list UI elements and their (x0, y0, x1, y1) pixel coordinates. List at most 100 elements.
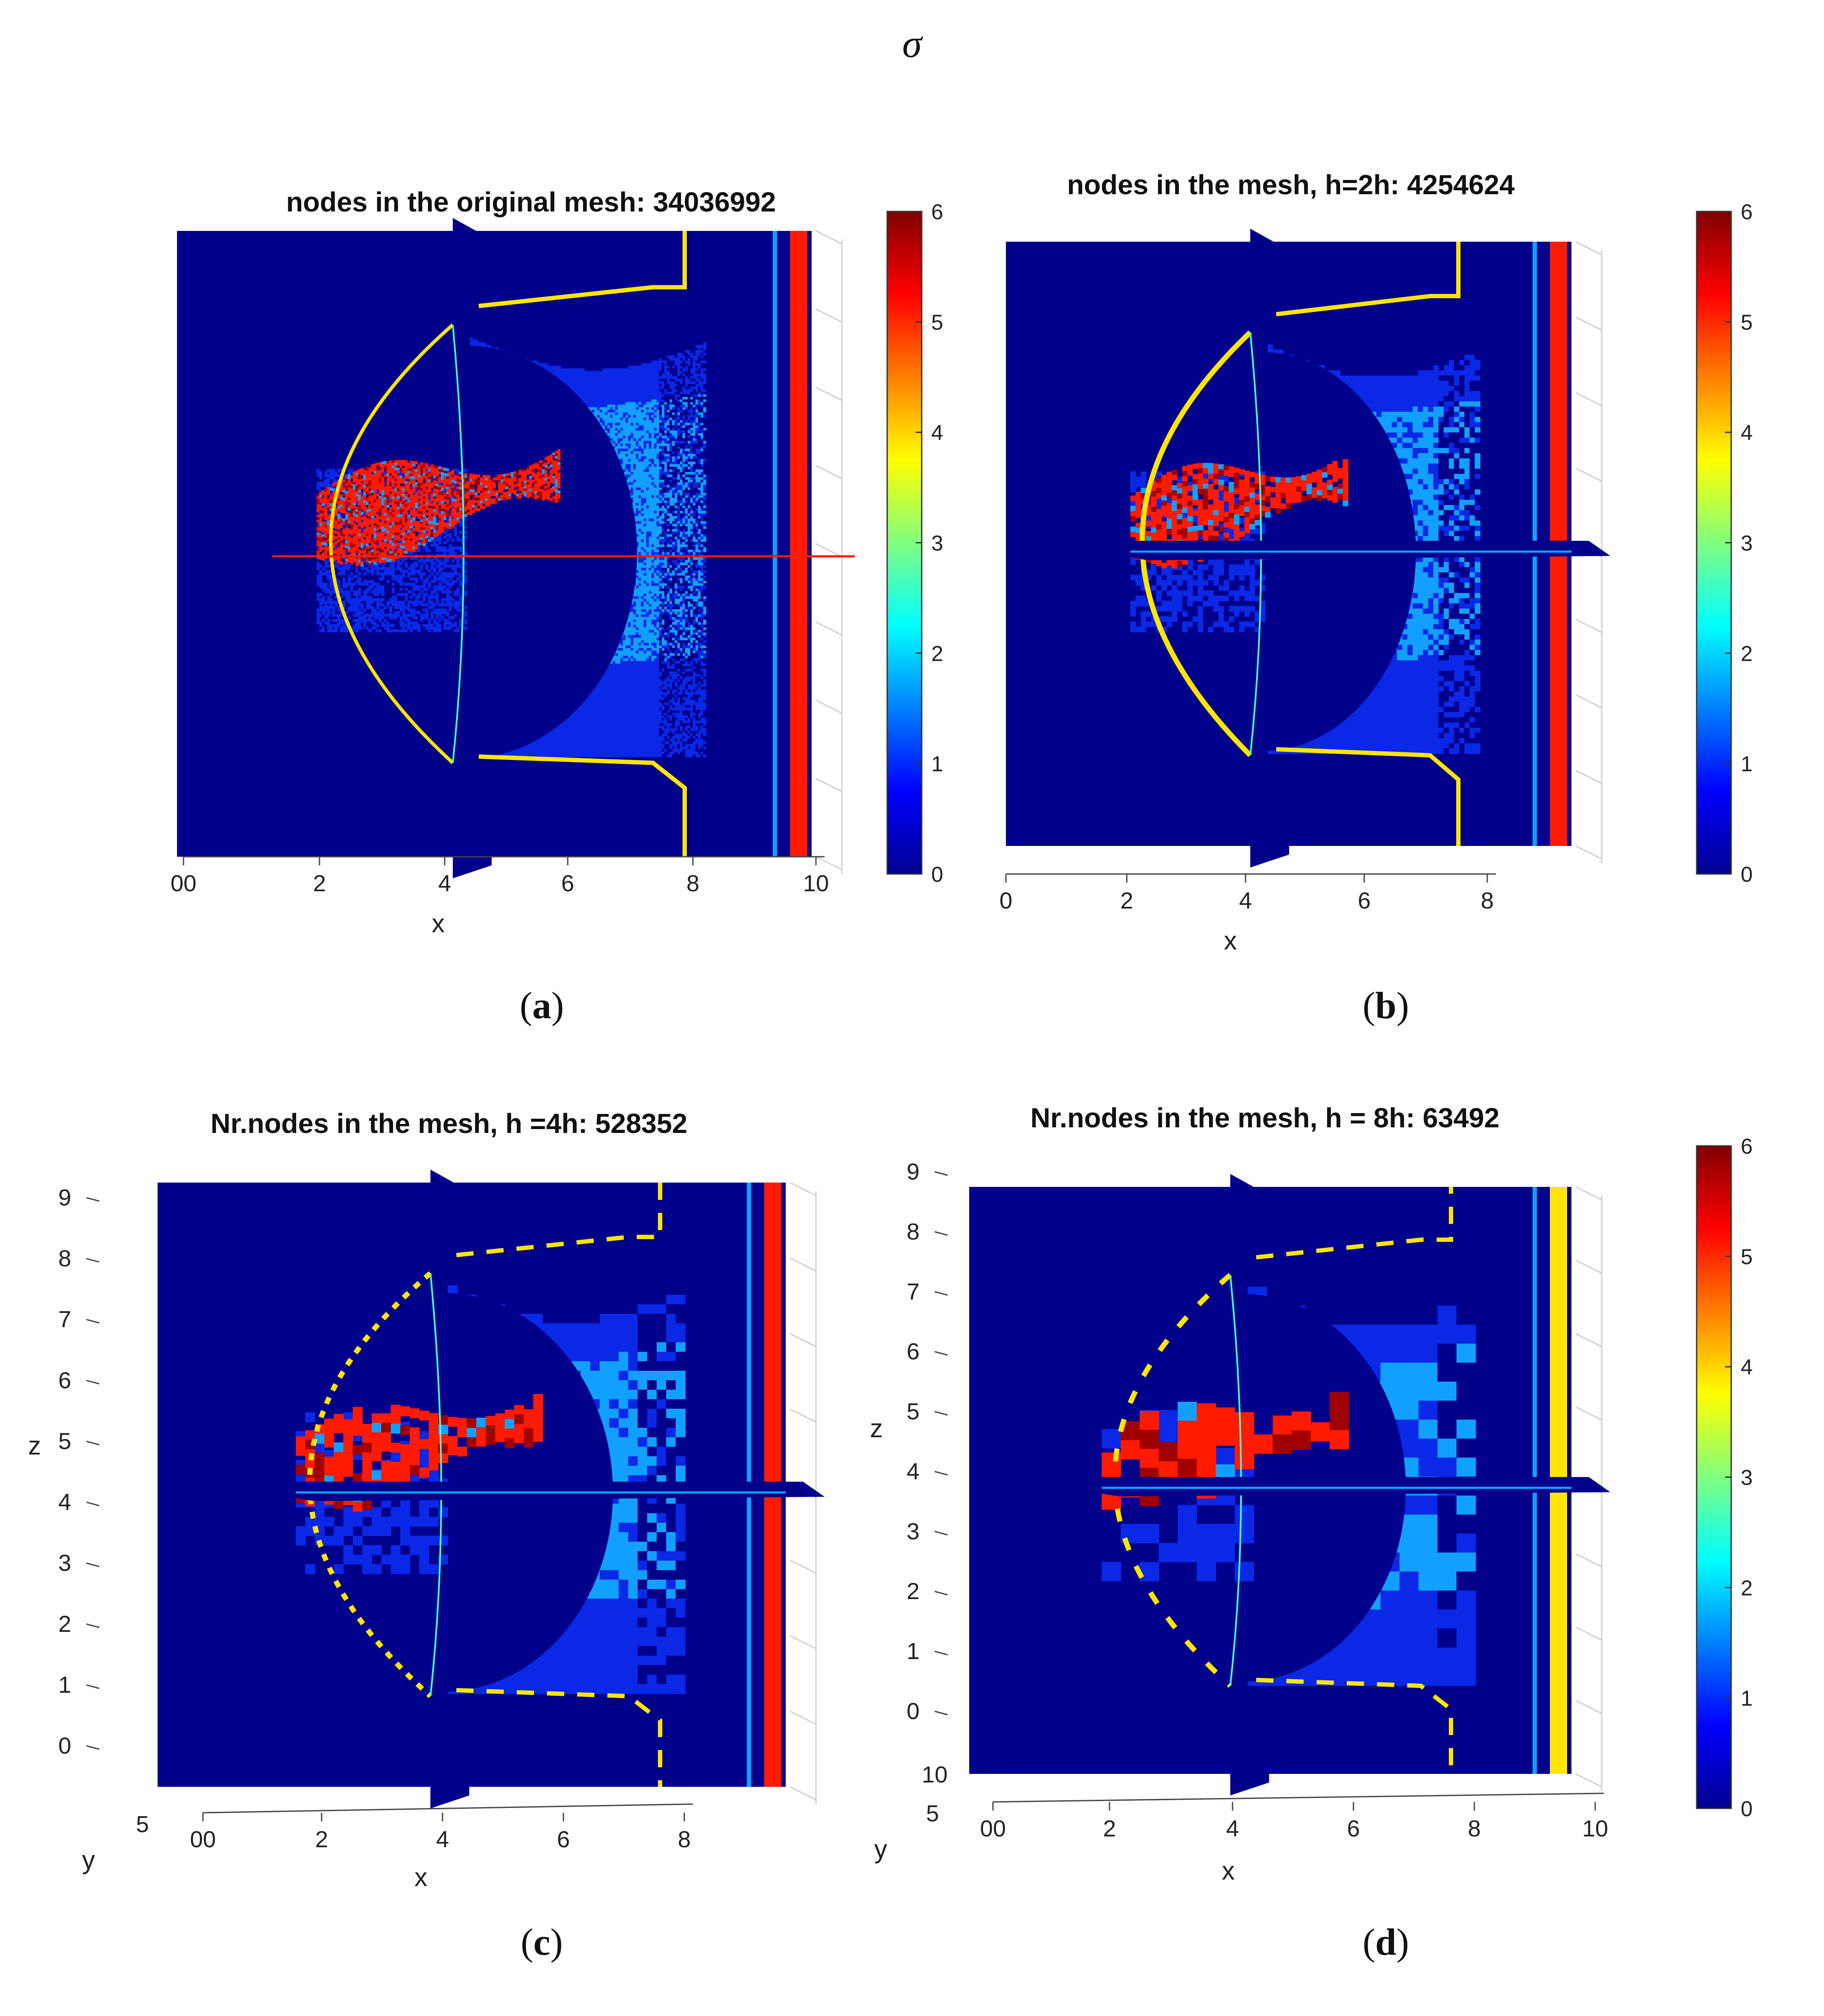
sigma-cell (550, 368, 553, 372)
sigma-cell (547, 736, 551, 739)
grid-line (816, 387, 842, 401)
sigma-cell (529, 751, 533, 755)
sigma-cell (542, 751, 546, 755)
sigma-cell (534, 360, 538, 364)
grid-line (816, 465, 842, 480)
sigma-cell (477, 342, 481, 346)
sigma-cell (532, 746, 535, 750)
sigma-cell (485, 345, 489, 348)
sigma-cell (532, 744, 535, 747)
sigma-cell (550, 371, 553, 374)
sigma-cell (537, 751, 541, 755)
sigma-cell (511, 751, 515, 755)
sigma-cell (524, 754, 528, 757)
sigma-cell (516, 749, 520, 752)
sigma-cell (537, 741, 541, 745)
sigma-cell (516, 751, 520, 755)
sigma-cell (547, 733, 551, 737)
sigma-cell (534, 751, 538, 755)
sigma-cell (527, 754, 530, 757)
sigma-cell (516, 754, 520, 757)
sigma-cell (522, 749, 525, 752)
sigma-cell (547, 738, 551, 742)
sigma-cell (545, 363, 548, 366)
sigma-cell (519, 746, 522, 750)
grid-line (816, 230, 842, 245)
sigma-cell (514, 749, 517, 752)
sigma-cell (470, 340, 473, 343)
sigma-cell (524, 749, 528, 752)
sigma-cell (545, 749, 548, 752)
sigma-cell (550, 746, 553, 750)
sigma-cell (522, 754, 525, 757)
sigma-cell (522, 751, 525, 755)
sigma-cell (519, 754, 522, 757)
sigma-cell (470, 342, 473, 346)
sigma-cell (542, 744, 546, 747)
sigma-cell (527, 744, 530, 747)
sigma-cell (547, 744, 551, 747)
sigma-cell (529, 746, 533, 750)
sigma-cell (472, 340, 476, 343)
sigma-cell (532, 741, 535, 745)
sigma-cell (529, 744, 533, 747)
sigma-cell (540, 363, 543, 366)
sigma-cell (519, 749, 522, 752)
sigma-cell (532, 754, 535, 757)
sigma-cell (540, 754, 543, 757)
grid-line (816, 543, 842, 558)
sigma-cell (545, 754, 548, 757)
sigma-cell (547, 741, 551, 745)
sigma-cell (480, 342, 484, 346)
sigma-cell (542, 363, 546, 366)
sigma-cell (524, 751, 528, 755)
sigma-cell (545, 733, 548, 737)
sigma-cell (532, 749, 535, 752)
sigma-cell (524, 744, 528, 747)
sigma-cell (550, 738, 553, 742)
sigma-cell (532, 751, 535, 755)
sigma-cell (545, 746, 548, 750)
sigma-cell (542, 366, 546, 369)
sigma-cell (542, 741, 546, 745)
sigma-cell (537, 363, 541, 366)
sigma-cell (506, 751, 509, 755)
sigma-cell (542, 738, 546, 742)
sigma-cell (537, 754, 541, 757)
sigma-cell (550, 733, 553, 737)
sigma-cell (537, 749, 541, 752)
sigma-cell (540, 741, 543, 745)
sigma-cell (509, 751, 512, 755)
sigma-cell (547, 368, 551, 372)
sigma-cell (527, 751, 530, 755)
sigma-cell (483, 345, 486, 348)
sigma-cell (550, 731, 553, 734)
sigma-cell (550, 736, 553, 739)
sigma-cell (545, 368, 548, 372)
sigma-cell (547, 749, 551, 752)
sigma-cell (540, 736, 543, 739)
sigma-cell (529, 754, 533, 757)
sigma-cell (547, 366, 551, 369)
sigma-cell (540, 746, 543, 750)
sigma-cell (534, 749, 538, 752)
sigma-cell (532, 360, 535, 364)
sigma-cell (488, 345, 491, 348)
sigma-cell (524, 746, 528, 750)
sigma-cell (542, 749, 546, 752)
figure-header: σ (0, 21, 1824, 66)
sigma-cell (545, 751, 548, 755)
sigma-cell (545, 736, 548, 739)
sigma-cell (472, 342, 476, 346)
panel-title: nodes in the original mesh: 34036992 (286, 186, 776, 218)
sigma-cell (475, 340, 478, 343)
grid-line (816, 856, 842, 871)
sigma-cell (514, 751, 517, 755)
sigma-cell (503, 751, 507, 755)
sigma-cell (475, 342, 478, 346)
sigma-cell (540, 744, 543, 747)
sigma-cell (529, 749, 533, 752)
sigma-cell (537, 744, 541, 747)
